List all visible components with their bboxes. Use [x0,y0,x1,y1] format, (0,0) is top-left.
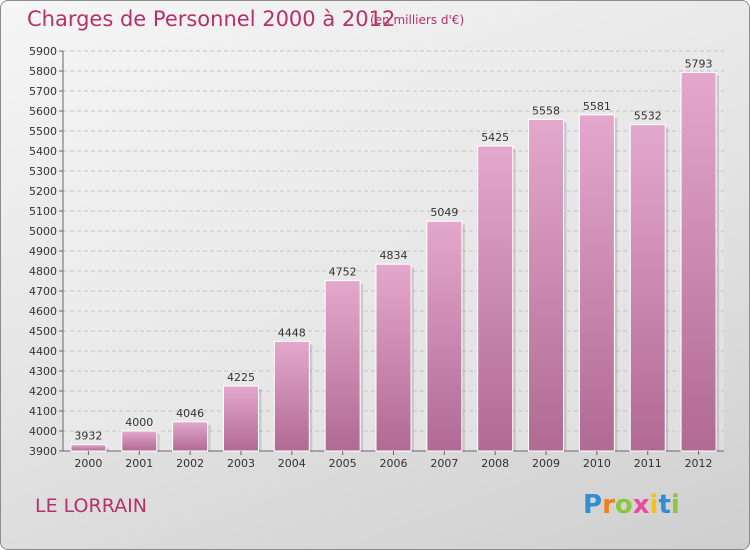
logo-letter: r [602,490,615,520]
bar-value-label: 4000 [125,416,153,429]
bar-value-label: 4046 [176,407,204,420]
y-tick-label: 5300 [29,165,57,178]
logo-letter: P [583,490,603,520]
x-tick-label: 2012 [685,457,713,470]
bar [222,385,259,452]
bar-value-label: 5558 [532,104,560,117]
location-name: LE LORRAIN [35,495,147,517]
y-tick-label: 4600 [29,305,57,318]
bar-value-label: 4752 [329,266,357,279]
bar [528,118,565,452]
bar [273,340,310,452]
bar-value-label: 5425 [481,131,509,144]
bar [477,145,514,452]
x-tick-label: 2004 [278,457,306,470]
x-tick-label: 2011 [634,457,662,470]
chart-subtitle: (en milliers d'€) [370,13,465,27]
y-tick-label: 4300 [29,365,57,378]
y-tick-label: 5700 [29,85,57,98]
x-tick-label: 2010 [583,457,611,470]
bar-value-label: 5049 [430,206,458,219]
y-tick-label: 5600 [29,105,57,118]
y-tick-label: 5800 [29,65,57,78]
logo-letter: i [670,490,680,520]
bar-value-label: 3932 [74,430,102,443]
bar-value-label: 4834 [380,249,408,262]
logo-letter: o [614,490,633,520]
chart-title: Charges de Personnel 2000 à 2012 [27,7,396,31]
x-tick-label: 2002 [176,457,204,470]
bar-value-label: 5581 [583,100,611,113]
bar-value-label: 4225 [227,371,255,384]
bar [324,280,361,452]
y-tick-label: 4900 [29,245,57,258]
y-tick-label: 4200 [29,385,57,398]
y-tick-label: 5000 [29,225,57,238]
bar [680,71,717,452]
bar [578,114,615,452]
bar-value-label: 5793 [685,57,713,70]
logo-letter: x [632,490,650,520]
bar [426,220,463,452]
bar-value-label: 5532 [634,110,662,123]
x-tick-label: 2007 [430,457,458,470]
y-tick-label: 5400 [29,145,57,158]
x-tick-label: 2008 [481,457,509,470]
x-tick-label: 2000 [74,457,102,470]
x-tick-label: 2005 [329,457,357,470]
proxiti-logo: Proxiti [583,490,680,520]
y-tick-label: 3900 [29,445,57,458]
x-tick-label: 2006 [380,457,408,470]
y-tick-label: 4100 [29,405,57,418]
y-tick-label: 4800 [29,265,57,278]
y-tick-label: 5200 [29,185,57,198]
x-tick-label: 2003 [227,457,255,470]
y-tick-label: 4500 [29,325,57,338]
logo-letter: t [658,490,671,520]
y-tick-label: 4700 [29,285,57,298]
y-tick-label: 4400 [29,345,57,358]
y-tick-label: 5900 [29,45,57,58]
bar-value-label: 4448 [278,326,306,339]
x-tick-label: 2009 [532,457,560,470]
logo-letter: i [649,490,659,520]
bar [70,444,107,452]
y-tick-label: 5100 [29,205,57,218]
y-tick-label: 5500 [29,125,57,138]
bar [629,124,666,452]
bar [172,421,209,452]
bar [375,263,412,452]
bar [121,430,158,452]
x-tick-label: 2001 [125,457,153,470]
y-tick-label: 4000 [29,425,57,438]
